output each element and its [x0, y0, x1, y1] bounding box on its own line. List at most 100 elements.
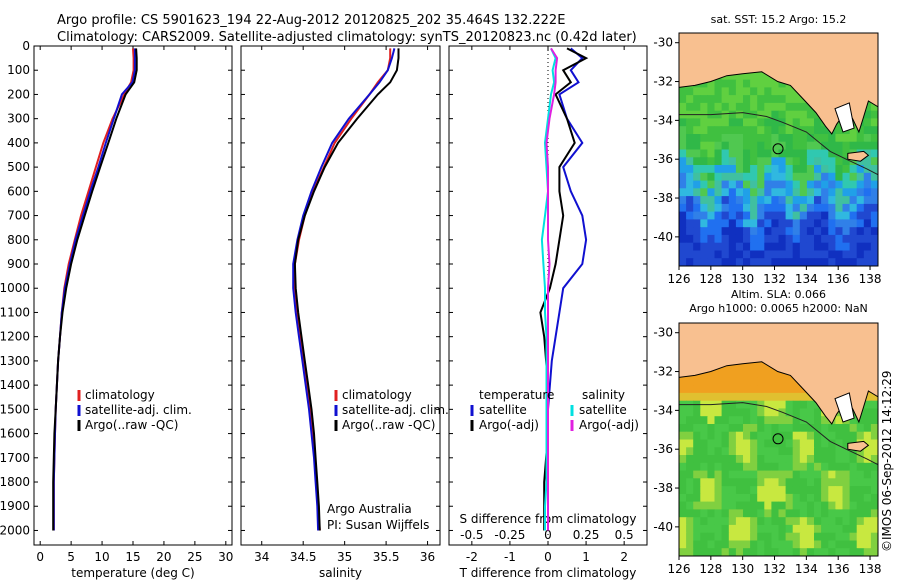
map-cell [679, 385, 687, 394]
map-cell [700, 517, 708, 526]
map-cell [835, 149, 844, 158]
map-cell [821, 211, 829, 220]
map-cell [735, 493, 744, 503]
map-cell [764, 172, 772, 182]
map-cell [693, 501, 701, 510]
map-cell [842, 424, 851, 433]
map-cell [842, 188, 851, 197]
map-cell [792, 102, 801, 112]
lat-tick-label: -38 [653, 191, 673, 205]
map-cell [849, 501, 858, 510]
map-cell [856, 250, 865, 259]
map-cell [764, 439, 772, 448]
map-cell [870, 102, 878, 112]
map-cell [707, 462, 716, 472]
map-cell [750, 172, 758, 182]
map-cell [849, 134, 858, 143]
map-cell [863, 141, 872, 151]
map-cell [757, 227, 765, 236]
map-cell [750, 79, 758, 88]
map-cell [785, 478, 794, 487]
map-cell [764, 501, 772, 510]
map-cell [849, 431, 858, 441]
map-cell [764, 219, 772, 228]
map-cell [799, 134, 808, 143]
map-cell [728, 540, 737, 549]
map-cell [842, 242, 851, 252]
map-cell [771, 439, 780, 448]
map-cell [714, 501, 723, 510]
y-tick-label: 500 [7, 160, 30, 174]
map-cell [828, 462, 836, 472]
map-cell [764, 227, 772, 236]
map-cell [707, 134, 716, 143]
map-cell [856, 431, 865, 441]
map-cell [821, 126, 829, 135]
map-cell [863, 250, 872, 259]
map-cell [693, 470, 701, 479]
map-cell [828, 524, 836, 534]
map-cell [778, 126, 787, 135]
map-cell [806, 439, 815, 448]
y-tick-label: 100 [7, 63, 30, 77]
map-cell [863, 416, 872, 425]
y-tick-label: 1500 [0, 402, 30, 416]
gulf [834, 392, 855, 423]
map-cell [686, 126, 694, 135]
map-cell [728, 196, 737, 205]
legend-label: climatology [85, 388, 155, 402]
map-cell [707, 517, 716, 526]
map-cell [686, 180, 694, 189]
map-cell [814, 134, 822, 143]
map-cell [814, 165, 822, 174]
map-cell [714, 227, 723, 236]
map-cell [735, 196, 744, 205]
map-cell [735, 203, 744, 213]
imos-watermark: ©IMOS 06-Sep-2012 14:12:29 [880, 370, 894, 552]
lon-tick-label: 138 [859, 272, 882, 286]
map-cell [778, 157, 787, 166]
map-cell [728, 203, 737, 213]
map-cell [743, 478, 751, 487]
map-cell [757, 377, 765, 386]
map-cell [821, 455, 829, 464]
map-cell [721, 180, 730, 189]
map-cell [693, 431, 701, 441]
legend-label: Argo(-adj) [479, 418, 539, 432]
map-cell [778, 447, 787, 456]
map-cell [814, 416, 822, 425]
map-cell [743, 258, 751, 266]
map-cell [778, 227, 787, 236]
map-cell [792, 157, 801, 166]
map-cell [714, 110, 723, 120]
map-cell [856, 234, 865, 244]
x-tick-label: 25 [187, 550, 202, 564]
map-cell [750, 439, 758, 448]
map-cell [771, 95, 780, 104]
map-cell [721, 524, 730, 534]
map-cell [743, 447, 751, 456]
map-cell [735, 110, 744, 120]
map-cell [828, 165, 836, 174]
map-cell [785, 400, 794, 410]
map-cell [842, 462, 851, 472]
map-cell [863, 439, 872, 448]
x-tick-label: 10 [94, 550, 109, 564]
map-cell [785, 227, 794, 236]
map-cell [863, 180, 872, 189]
map-cell [870, 439, 878, 448]
map-cell [870, 408, 878, 417]
map-cell [743, 455, 751, 464]
map-cell [735, 400, 744, 410]
map-cell [778, 196, 787, 205]
map-cell [806, 165, 815, 174]
map-cell [679, 524, 687, 534]
map-cell [679, 141, 687, 151]
map-cell [686, 462, 694, 472]
map-cell [863, 408, 872, 417]
map-cell [707, 439, 716, 448]
map-cell [679, 188, 687, 197]
map-cell [771, 180, 780, 189]
lon-tick-label: 134 [795, 562, 818, 576]
x-tick-label: 15 [125, 550, 140, 564]
